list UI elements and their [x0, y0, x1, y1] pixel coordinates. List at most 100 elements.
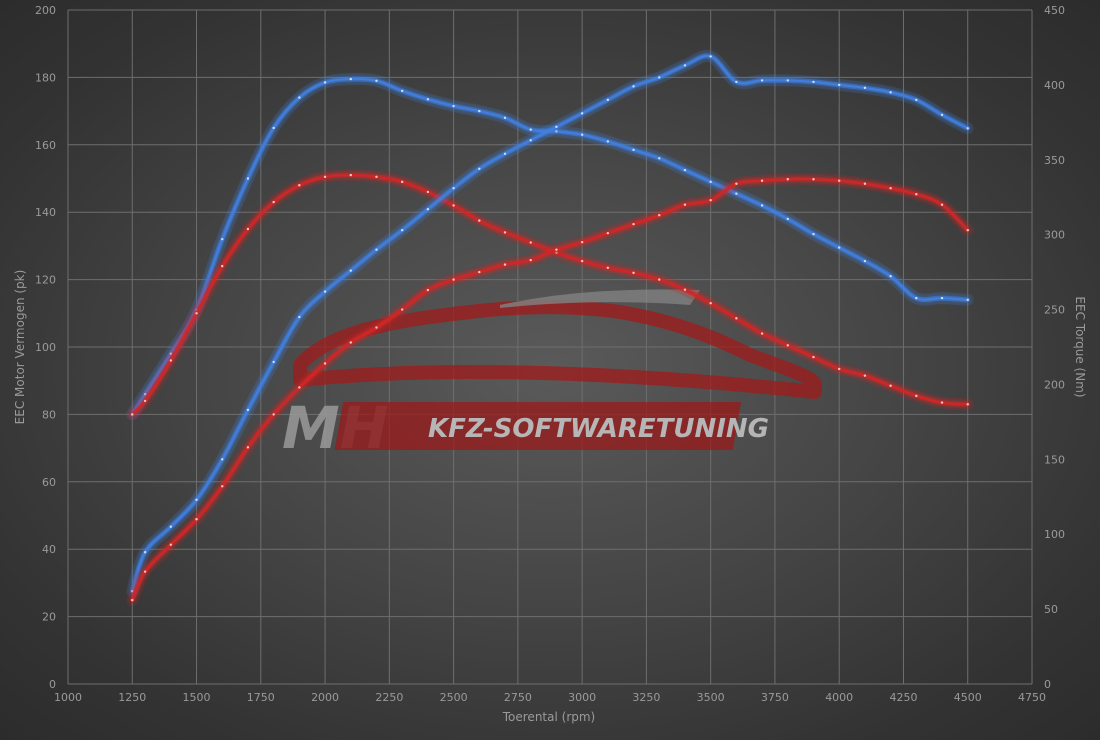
data-point [658, 213, 661, 217]
data-point [375, 175, 378, 179]
data-point [709, 55, 712, 58]
data-point [735, 80, 738, 84]
data-point [195, 498, 198, 501]
x-tick-label: 3500 [697, 691, 725, 704]
data-point [915, 193, 918, 196]
series-1 [126, 169, 974, 421]
data-point [349, 173, 352, 177]
data-point [658, 278, 661, 281]
y-left-tick-label: 120 [35, 274, 56, 287]
data-point [760, 204, 764, 207]
data-point [298, 386, 301, 389]
data-point [606, 231, 610, 235]
series-line [131, 54, 969, 593]
series [126, 49, 974, 607]
x-tick-label: 1000 [54, 691, 82, 704]
data-point [863, 182, 867, 185]
watermark-banner [334, 402, 742, 450]
y-left-tick-label: 140 [35, 206, 56, 219]
data-point [195, 518, 198, 521]
data-point [555, 125, 558, 129]
data-point [323, 362, 327, 365]
car-roof-icon [500, 289, 700, 308]
tick-labels: 1000 1250 1500 1750 2000 2250 2500 2750 3000 3250… [35, 4, 1065, 704]
y-left-tick-label: 0 [49, 678, 56, 691]
data-point [143, 570, 147, 573]
y-left-tick-label: 160 [35, 139, 56, 152]
data-point [940, 203, 944, 206]
data-point [426, 98, 430, 101]
x-tick-label: 3250 [632, 691, 660, 704]
data-point [143, 550, 147, 554]
data-point [169, 543, 173, 546]
car-silhouette-icon [293, 300, 822, 399]
data-point [735, 317, 738, 320]
data-point [632, 222, 635, 226]
data-point [863, 86, 867, 90]
data-point [375, 79, 378, 82]
data-point [298, 315, 301, 319]
data-point [760, 332, 764, 335]
data-point [940, 401, 944, 404]
data-point [349, 77, 352, 81]
x-tick-label: 3000 [568, 691, 596, 704]
data-point [169, 525, 173, 528]
data-point [889, 91, 892, 94]
x-tick-label: 4000 [825, 691, 853, 704]
data-point [760, 79, 764, 82]
y-left-tick-label: 80 [42, 408, 56, 421]
data-point [169, 352, 173, 355]
data-point [400, 308, 404, 311]
data-point [375, 326, 378, 329]
data-point [400, 180, 404, 184]
data-point [786, 178, 789, 181]
data-point [786, 217, 789, 221]
data-point [221, 264, 224, 268]
y-left-tick-label: 60 [42, 476, 56, 489]
data-point [452, 204, 455, 207]
data-point [786, 79, 789, 82]
data-point [400, 228, 404, 232]
watermark-logo: MH KFZ-SOFTWARETUNING [282, 289, 822, 462]
data-point [478, 167, 481, 170]
data-point [246, 408, 250, 412]
data-point [735, 192, 738, 195]
data-point [606, 98, 610, 102]
data-point [658, 157, 661, 160]
data-point [915, 296, 918, 300]
data-point [838, 179, 841, 182]
data-point [863, 259, 867, 263]
data-point [452, 104, 455, 108]
series-glow [126, 49, 974, 598]
data-point [580, 259, 584, 263]
data-point [632, 148, 635, 152]
data-point [246, 227, 250, 231]
data-point [683, 203, 687, 206]
y-axis-left-title: EEC Motor Vermogen (pk) [13, 270, 27, 425]
data-point [529, 258, 532, 262]
data-point [812, 232, 815, 236]
y-axis-right-title: EEC Torque (Nm) [1073, 296, 1087, 397]
x-tick-label: 2500 [440, 691, 468, 704]
data-point [555, 130, 558, 133]
data-point [169, 359, 173, 362]
data-point [143, 392, 147, 396]
data-point [735, 182, 738, 185]
data-point [683, 64, 687, 67]
y-left-tick-label: 100 [35, 341, 56, 354]
data-point [760, 179, 764, 182]
series-line [131, 174, 969, 416]
grid [67, 9, 1033, 685]
data-point [221, 458, 224, 461]
x-tick-label: 4500 [954, 691, 982, 704]
data-point [889, 275, 892, 278]
data-point [529, 241, 532, 244]
data-point [683, 168, 687, 172]
data-point [683, 288, 687, 291]
series-line [131, 178, 969, 602]
data-point [709, 180, 712, 184]
x-tick-label: 1250 [118, 691, 146, 704]
y-right-tick-label: 100 [1044, 528, 1065, 541]
